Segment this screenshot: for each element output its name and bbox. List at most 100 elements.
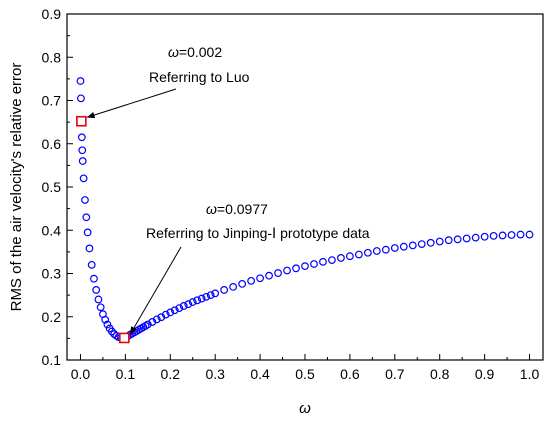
data-point — [337, 254, 345, 262]
y-tick-label: 0.8 — [42, 49, 62, 65]
data-point — [453, 235, 462, 244]
x-tick-label: 0.9 — [475, 366, 495, 382]
data-point — [78, 146, 87, 155]
x-tick-label: 0.7 — [385, 366, 405, 382]
annotation-label: ω=0.0977 — [206, 201, 268, 217]
data-point — [85, 244, 94, 253]
x-tick-label: 0.6 — [340, 366, 360, 382]
y-tick-label: 0.1 — [42, 352, 62, 368]
x-tick-label: 0.3 — [205, 366, 225, 382]
data-point — [372, 247, 381, 255]
data-point — [179, 302, 188, 310]
x-tick-label: 1.0 — [520, 366, 540, 382]
data-point — [516, 230, 525, 239]
plot-frame — [66, 13, 544, 361]
data-point — [283, 266, 291, 275]
y-tick-label: 0.2 — [42, 309, 62, 325]
axis-ticks: 0.0 0.1 0.2 0.3 0.4 0.5 0.6 0.7 0.8 0.9 1.0 0.1 0.2 0… — [42, 6, 540, 382]
data-point — [82, 213, 91, 222]
data-point — [166, 308, 175, 317]
data-point — [96, 303, 105, 312]
data-point — [184, 300, 193, 309]
data-point — [81, 196, 89, 204]
data-point — [193, 296, 202, 305]
data-point — [229, 283, 238, 291]
x-tick-label: 0.8 — [430, 366, 450, 382]
data-point — [92, 286, 101, 294]
y-axis-title: RMS of the air velocity's relative error — [8, 63, 25, 312]
annotation-label: ω=0.002 — [168, 44, 222, 60]
data-point — [354, 250, 363, 259]
data-point — [363, 248, 372, 257]
data-point — [274, 269, 282, 277]
annotation-arrow — [86, 88, 177, 119]
data-point — [301, 262, 309, 271]
y-tick-label: 0.9 — [42, 6, 62, 22]
data-point — [87, 260, 96, 269]
data-point — [462, 234, 471, 243]
data-point — [220, 286, 229, 294]
x-tick-label: 0.4 — [250, 366, 270, 382]
highlight-markers — [76, 115, 130, 344]
data-point — [444, 236, 453, 245]
data-point — [408, 241, 417, 250]
annotation-text: Referring to Luo — [149, 69, 250, 85]
data-point — [381, 245, 390, 254]
data-point — [247, 276, 256, 285]
x-tick-label: 0.5 — [295, 366, 315, 382]
data-point — [507, 231, 516, 239]
data-point — [328, 256, 336, 264]
data-point — [152, 315, 161, 324]
data-point — [525, 230, 534, 239]
annotations: ω=0.002 Referring to Luo ω=0.0977 Referring… — [86, 44, 370, 335]
x-tick-label: 0.2 — [161, 366, 181, 382]
y-tick-label: 0.5 — [42, 179, 62, 195]
annotation-arrow — [129, 246, 182, 335]
data-point — [202, 292, 211, 301]
data-point — [76, 77, 85, 85]
data-point — [83, 228, 92, 237]
series-markers — [76, 77, 534, 342]
highlight-marker — [119, 332, 130, 344]
x-tick-label: 0.1 — [116, 366, 136, 382]
data-point — [175, 304, 184, 313]
data-point — [77, 94, 85, 103]
data-point — [211, 289, 220, 298]
data-point — [79, 174, 88, 183]
data-point — [292, 264, 300, 273]
data-point — [206, 291, 215, 300]
data-point — [498, 231, 507, 240]
annotation-text: Referring to Jinping-Ⅰ prototype data — [146, 225, 370, 241]
data-point — [188, 298, 197, 306]
data-point — [489, 231, 498, 240]
data-point — [197, 294, 206, 303]
data-point — [90, 274, 98, 283]
y-tick-label: 0.7 — [42, 93, 62, 109]
data-point — [417, 240, 426, 248]
data-point — [94, 295, 103, 304]
data-point — [346, 252, 354, 261]
data-point — [101, 315, 110, 324]
data-point — [390, 244, 399, 252]
data-point — [310, 260, 318, 268]
data-point — [435, 237, 444, 246]
data-point — [471, 233, 480, 242]
data-point — [319, 257, 327, 266]
data-point — [256, 274, 264, 283]
x-axis-title: ω — [299, 400, 311, 417]
y-tick-label: 0.6 — [42, 136, 62, 152]
data-point — [103, 320, 112, 329]
data-point — [480, 232, 489, 241]
y-tick-label: 0.3 — [42, 266, 62, 282]
data-point — [238, 279, 247, 288]
data-point — [426, 238, 435, 247]
data-point — [78, 157, 87, 165]
data-point — [399, 242, 408, 251]
y-tick-label: 0.4 — [42, 222, 62, 238]
data-point — [77, 133, 86, 142]
data-point — [265, 271, 273, 280]
highlight-marker — [76, 115, 87, 127]
data-point — [170, 306, 179, 315]
x-tick-label: 0.0 — [71, 366, 91, 382]
